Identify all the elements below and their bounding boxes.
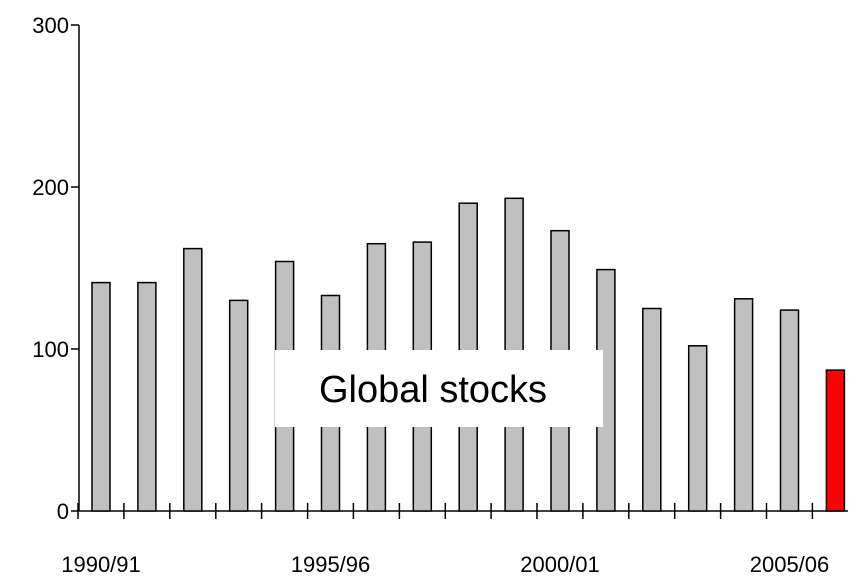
bars <box>91 197 846 512</box>
x-tick-label: 1995/96 <box>291 552 371 577</box>
annotation-background <box>275 350 603 427</box>
bar <box>137 281 157 512</box>
y-tick-label: 300 <box>32 13 69 38</box>
x-tick-label: 1990/91 <box>61 552 141 577</box>
bar-highlight <box>825 369 846 512</box>
y-tick-label: 0 <box>57 499 69 524</box>
y-tick-label: 100 <box>32 337 69 362</box>
x-axis: 1990/91 1995/96 2000/01 2005/06 <box>61 503 848 577</box>
y-axis: 0 100 200 300 <box>32 13 80 524</box>
bar <box>642 307 662 512</box>
x-tick-label: 2000/01 <box>520 552 600 577</box>
bar <box>779 309 800 512</box>
bar <box>228 299 249 512</box>
bar <box>733 298 754 512</box>
bar <box>687 345 708 512</box>
bar <box>91 281 111 512</box>
y-tick-label: 200 <box>32 175 69 200</box>
annotation-label: Global stocks <box>319 369 547 411</box>
bar <box>183 247 203 512</box>
x-tick-label: 2005/06 <box>750 552 830 577</box>
annotation: Global stocks <box>275 350 603 427</box>
